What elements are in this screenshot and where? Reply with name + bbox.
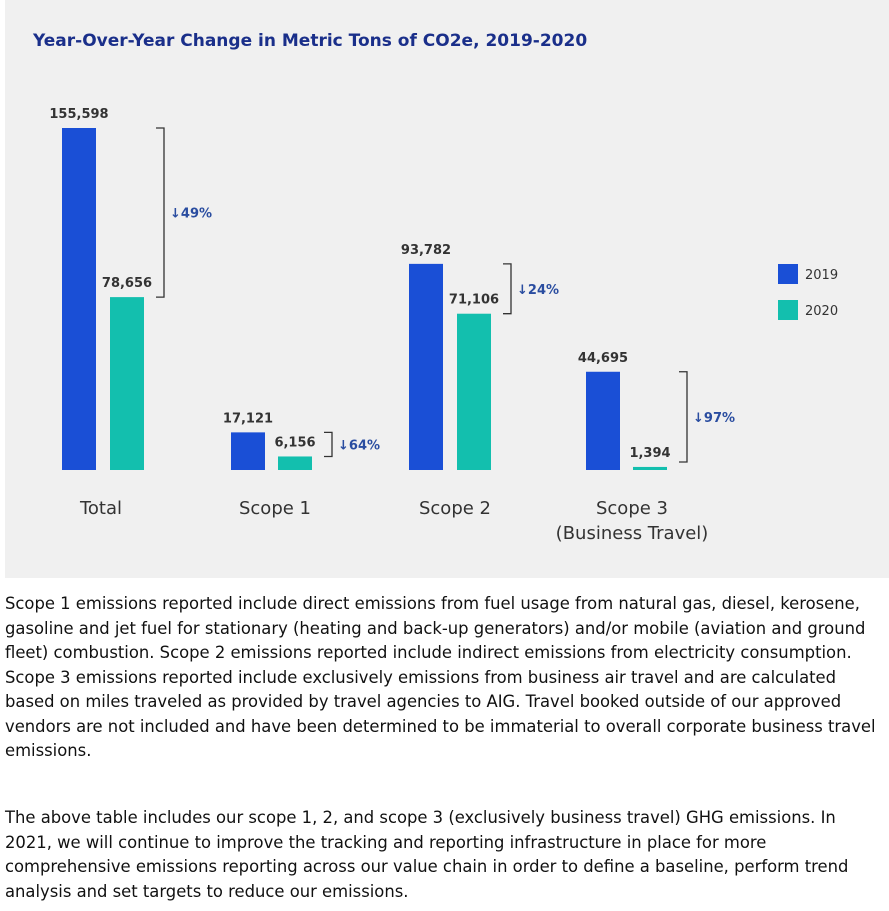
category-label-scope-3-business-travel-line2: (Business Travel) bbox=[556, 523, 709, 544]
category-label-scope-3-business-travel: Scope 3 bbox=[596, 498, 668, 519]
value-label-scope-2-2020: 71,106 bbox=[449, 293, 499, 308]
brackets-group: ↓49% ↓64% ↓24% ↓97% bbox=[156, 127, 735, 463]
change-label-scope-1: ↓64% bbox=[338, 438, 380, 453]
change-bracket-scope-3-business-travel bbox=[679, 371, 688, 463]
legend-label-2019: 2019 bbox=[805, 268, 838, 283]
category-label-scope-1: Scope 1 bbox=[239, 498, 311, 519]
chart-title: Year-Over-Year Change in Metric Tons of … bbox=[32, 31, 587, 51]
bar-scope-2-2019 bbox=[409, 263, 443, 470]
change-label-scope-2: ↓24% bbox=[517, 283, 559, 298]
legend: 2019 2020 bbox=[778, 264, 838, 320]
change-label-total: ↓49% bbox=[170, 207, 212, 222]
bar-total-2019 bbox=[62, 128, 96, 470]
bars-group bbox=[62, 128, 667, 470]
value-label-total-2019: 155,598 bbox=[49, 107, 108, 122]
category-label-scope-2: Scope 2 bbox=[419, 498, 491, 519]
value-label-scope-2-2019: 93,782 bbox=[401, 243, 451, 258]
bar-scope-3-business-travel-2019 bbox=[586, 371, 620, 470]
value-label-total-2020: 78,656 bbox=[102, 276, 152, 291]
emissions-bar-chart: Year-Over-Year Change in Metric Tons of … bbox=[32, 31, 838, 544]
legend-label-2020: 2020 bbox=[805, 304, 838, 319]
change-bracket-scope-1 bbox=[324, 431, 333, 458]
change-bracket-total bbox=[156, 127, 165, 298]
scope-description-paragraph: Scope 1 emissions reported include direc… bbox=[5, 594, 876, 760]
bar-total-2020 bbox=[110, 297, 144, 470]
value-label-scope-1-2019: 17,121 bbox=[223, 411, 273, 426]
table-summary-paragraph: The above table includes our scope 1, 2,… bbox=[5, 808, 849, 901]
value-label-scope-3-business-travel-2020: 1,394 bbox=[629, 446, 670, 461]
chart-panel: Year-Over-Year Change in Metric Tons of … bbox=[5, 0, 889, 578]
legend-swatch-2020 bbox=[778, 300, 798, 320]
change-label-scope-3-business-travel: ↓97% bbox=[693, 411, 735, 426]
value-label-scope-3-business-travel-2019: 44,695 bbox=[578, 351, 628, 366]
bar-scope-3-business-travel-2020 bbox=[633, 466, 667, 470]
category-label-total: Total bbox=[79, 498, 122, 519]
bar-scope-2-2020 bbox=[457, 313, 491, 470]
bar-scope-1-2020 bbox=[278, 456, 312, 470]
value-label-scope-1-2020: 6,156 bbox=[274, 435, 315, 450]
change-bracket-scope-2 bbox=[503, 263, 512, 315]
legend-swatch-2019 bbox=[778, 264, 798, 284]
bar-scope-1-2019 bbox=[231, 432, 265, 470]
